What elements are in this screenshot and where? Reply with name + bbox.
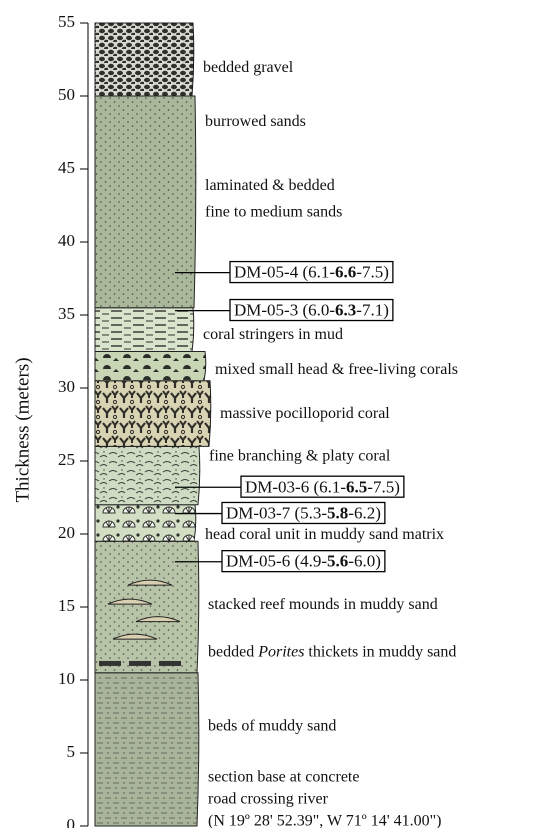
unit-label: bedded Porites thickets in muddy sand bbox=[208, 643, 456, 660]
text-part: -7.5) bbox=[356, 263, 389, 282]
unit-label: mixed small head & free-living corals bbox=[215, 361, 458, 378]
unit-label: laminated & bedded bbox=[205, 177, 335, 194]
unit-pattern bbox=[95, 541, 199, 673]
text-part: 6.3 bbox=[335, 301, 356, 320]
tick-label: 55 bbox=[58, 12, 75, 31]
unit-pattern bbox=[95, 446, 200, 505]
tick-label: 10 bbox=[58, 669, 75, 688]
tick-label: 35 bbox=[58, 304, 75, 323]
unit-pattern bbox=[95, 504, 196, 542]
sample-label: DM-03-6 (6.1-6.5-7.5) bbox=[245, 477, 400, 496]
sample-label: DM-05-3 (6.0-6.3-7.1) bbox=[234, 301, 389, 320]
unit-label: section base at concrete bbox=[208, 768, 359, 785]
unit-pattern bbox=[95, 351, 206, 381]
unit-label: head coral unit in muddy sand matrix bbox=[205, 526, 444, 543]
unit-label: road crossing river bbox=[208, 790, 329, 807]
column bbox=[94, 22, 212, 827]
unit-label: beds of muddy sand bbox=[208, 717, 336, 734]
sample-label: DM-05-4 (6.1-6.6-7.5) bbox=[234, 263, 389, 282]
unit-pattern bbox=[95, 96, 196, 308]
tick-label: 0 bbox=[67, 815, 76, 828]
sample-label: DM-03-7 (5.3-5.8-6.2) bbox=[226, 503, 381, 522]
tick-label: 5 bbox=[67, 742, 76, 761]
unit-pattern bbox=[95, 380, 211, 447]
tick-label: 25 bbox=[58, 450, 75, 469]
text-part: 6.6 bbox=[335, 263, 356, 282]
tick-label: 15 bbox=[58, 596, 75, 615]
text-part: -6.0) bbox=[348, 552, 381, 571]
unit-label: burrowed sands bbox=[205, 113, 306, 130]
text-part: DM-05-3 (6.0- bbox=[234, 301, 335, 320]
text-part: -7.1) bbox=[356, 301, 389, 320]
text-part: bedded bbox=[208, 643, 258, 660]
unit-label: fine branching & platy coral bbox=[209, 447, 391, 464]
text-part: -7.5) bbox=[367, 477, 400, 496]
text-part: DM-05-4 (6.1- bbox=[234, 263, 335, 282]
tick-label: 50 bbox=[58, 85, 75, 104]
unit-label: stacked reef mounds in muddy sand bbox=[208, 596, 438, 613]
reef-mound bbox=[107, 598, 153, 605]
porites-thicket bbox=[129, 660, 151, 666]
text-part: thickets in muddy sand bbox=[304, 643, 456, 660]
porites-thicket bbox=[99, 660, 121, 666]
tick-label: 40 bbox=[58, 231, 75, 250]
unit-label: fine to medium sands bbox=[205, 203, 342, 220]
reef-mound bbox=[127, 579, 173, 586]
unit-label: coral stringers in mud bbox=[203, 326, 343, 343]
text-part: Porites bbox=[257, 643, 304, 660]
tick-label: 30 bbox=[58, 377, 75, 396]
text-part: 5.6 bbox=[327, 552, 348, 571]
text-part: DM-05-6 (4.9- bbox=[226, 552, 327, 571]
porites-thicket bbox=[159, 660, 181, 666]
text-part: DM-03-6 (6.1- bbox=[245, 477, 346, 496]
tick-label: 45 bbox=[58, 158, 75, 177]
unit-pattern bbox=[95, 672, 199, 826]
reef-mound bbox=[135, 616, 181, 623]
text-part: DM-03-7 (5.3- bbox=[226, 503, 327, 522]
text-part: 5.8 bbox=[327, 503, 348, 522]
unit-label: bedded gravel bbox=[203, 59, 294, 76]
text-part: 6.5 bbox=[346, 477, 367, 496]
unit-label: (N 19º 28' 52.39", W 71º 14' 41.00") bbox=[208, 812, 441, 828]
sample-label: DM-05-6 (4.9-5.6-6.0) bbox=[226, 552, 381, 571]
unit-label: massive pocilloporid coral bbox=[220, 405, 390, 422]
tick-label: 20 bbox=[58, 523, 75, 542]
reef-mound bbox=[112, 633, 158, 640]
axis-label: Thickness (meters) bbox=[12, 357, 33, 502]
text-part: -6.2) bbox=[348, 503, 381, 522]
unit-pattern bbox=[95, 23, 194, 96]
unit-pattern bbox=[95, 307, 194, 352]
